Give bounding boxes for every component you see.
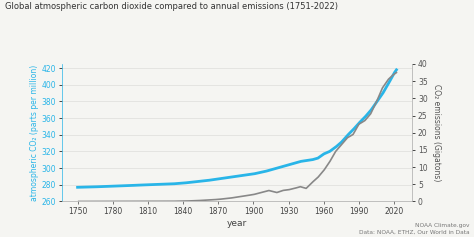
X-axis label: year: year [227,219,247,228]
Text: Global atmospheric carbon dioxide compared to annual emissions (1751-2022): Global atmospheric carbon dioxide compar… [5,2,338,11]
Text: NOAA Climate.gov
Data: NOAA, ETHZ, Our World in Data: NOAA Climate.gov Data: NOAA, ETHZ, Our W… [359,223,469,235]
Y-axis label: atmospheric CO₂ (parts per million): atmospheric CO₂ (parts per million) [30,65,39,201]
Y-axis label: CO₂ emissions (Gigatons): CO₂ emissions (Gigatons) [432,84,441,181]
